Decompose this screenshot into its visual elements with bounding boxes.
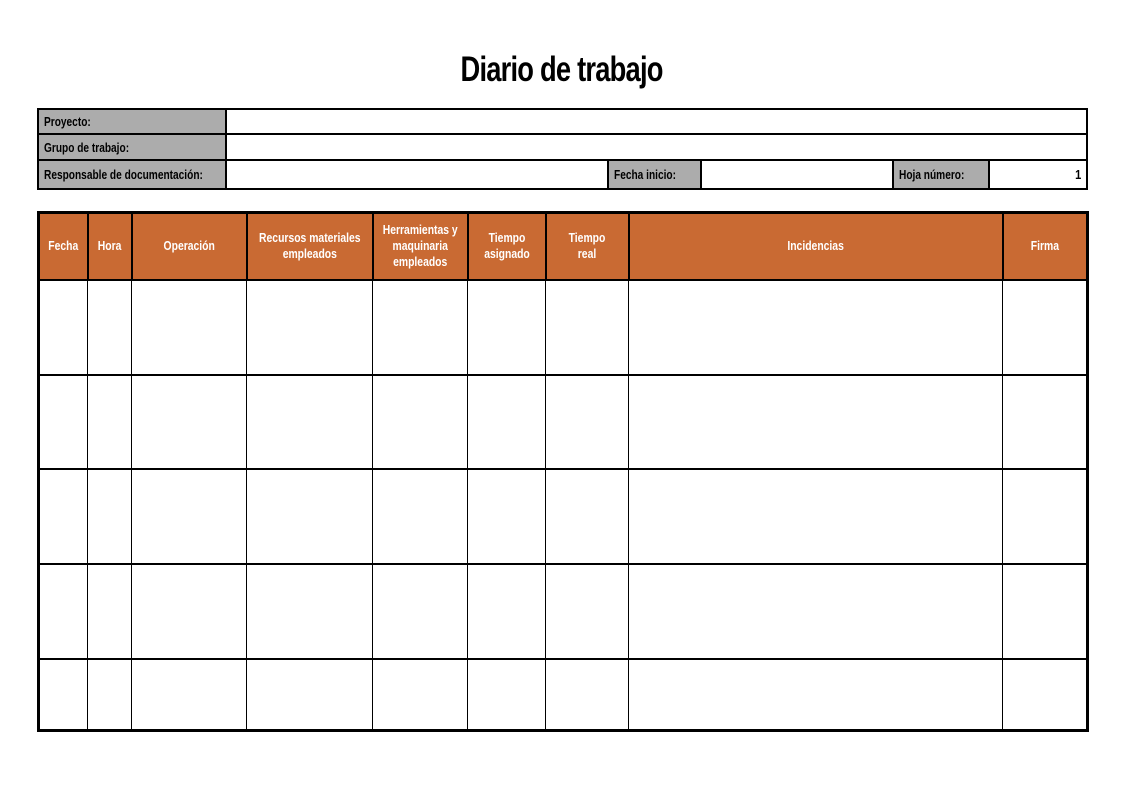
work-log-table: Fecha Hora Operación Recursos materiales… [37,211,1089,732]
table-header-row: Fecha Hora Operación Recursos materiales… [37,211,1089,281]
column-header-hora: Hora [86,211,133,281]
table-cell[interactable] [1002,562,1088,660]
table-row [38,562,1088,660]
column-header-herramientas-maquinaria: Herramientas y maquinaria empleados [371,211,469,281]
field-row-proyecto: Proyecto: [37,108,1089,135]
table-cell[interactable] [38,278,88,376]
table-cell[interactable] [87,657,132,732]
table-cell[interactable] [131,562,247,660]
table-cell[interactable] [545,467,629,565]
table-cell[interactable] [467,278,546,376]
hoja-numero-input[interactable]: 1 [987,159,1089,190]
field-row-grupo-de-trabajo: Grupo de trabajo: [37,133,1089,161]
hoja-numero-label-text: Hoja número: [899,167,965,182]
proyecto-input[interactable] [224,108,1089,135]
responsable-label: Responsable de documentación: [37,159,227,190]
fecha-inicio-label-text: Fecha inicio: [614,167,676,182]
header-fields-block: Proyecto: Grupo de trabajo: Responsable … [37,108,1089,190]
table-cell[interactable] [628,657,1003,732]
table-cell[interactable] [467,657,546,732]
column-header-recursos-materiales: Recursos materiales empleados [245,211,374,281]
table-cell[interactable] [246,562,373,660]
table-cell[interactable] [372,467,468,565]
table-cell[interactable] [131,657,247,732]
column-header-firma: Firma [1001,211,1089,281]
table-row [38,373,1088,470]
table-cell[interactable] [38,373,88,470]
fecha-inicio-label: Fecha inicio: [607,159,702,190]
field-row-responsable: Responsable de documentación: Fecha inic… [37,159,1089,190]
column-header-operacion: Operación [130,211,248,281]
table-cell[interactable] [131,467,247,565]
table-cell[interactable] [87,373,132,470]
table-cell[interactable] [38,562,88,660]
column-header-fecha: Fecha [37,211,89,281]
responsable-input[interactable] [225,159,609,190]
table-cell[interactable] [131,373,247,470]
table-cell[interactable] [467,467,546,565]
proyecto-label: Proyecto: [37,108,227,135]
table-body [38,278,1088,732]
table-cell[interactable] [246,278,373,376]
page-title-text: Diario de trabajo [460,50,663,89]
table-cell[interactable] [246,467,373,565]
column-header-tiempo-asignado: Tiempo asignado [466,211,547,281]
table-cell[interactable] [246,373,373,470]
table-cell[interactable] [372,278,468,376]
table-cell[interactable] [372,373,468,470]
grupo-de-trabajo-input[interactable] [224,133,1089,161]
table-cell[interactable] [87,467,132,565]
responsable-label-text: Responsable de documentación: [44,167,203,182]
column-header-tiempo-real: Tiempo real [544,211,630,281]
table-cell[interactable] [38,657,88,732]
fecha-inicio-input[interactable] [700,159,894,190]
table-cell[interactable] [1002,467,1088,565]
table-cell[interactable] [467,373,546,470]
table-cell[interactable] [545,657,629,732]
table-cell[interactable] [545,562,629,660]
table-cell[interactable] [628,278,1003,376]
hoja-numero-value-text: 1 [1074,167,1082,182]
table-cell[interactable] [87,278,132,376]
table-row [38,278,1088,376]
table-row [38,467,1088,565]
table-cell[interactable] [372,657,468,732]
table-cell[interactable] [1002,278,1088,376]
table-cell[interactable] [467,562,546,660]
page-title: Diario de trabajo [0,52,1123,87]
table-cell[interactable] [1002,373,1088,470]
table-cell[interactable] [246,657,373,732]
table-cell[interactable] [545,373,629,470]
table-cell[interactable] [38,467,88,565]
column-header-incidencias: Incidencias [627,211,1004,281]
table-cell[interactable] [545,278,629,376]
grupo-de-trabajo-label-text: Grupo de trabajo: [44,139,130,155]
table-cell[interactable] [628,467,1003,565]
table-cell[interactable] [628,562,1003,660]
table-cell[interactable] [628,373,1003,470]
table-cell[interactable] [372,562,468,660]
table-cell[interactable] [1002,657,1088,732]
table-cell[interactable] [131,278,247,376]
table-row [38,657,1088,732]
grupo-de-trabajo-label: Grupo de trabajo: [37,133,227,161]
proyecto-label-text: Proyecto: [44,114,91,129]
hoja-numero-label: Hoja número: [892,159,990,190]
table-cell[interactable] [87,562,132,660]
